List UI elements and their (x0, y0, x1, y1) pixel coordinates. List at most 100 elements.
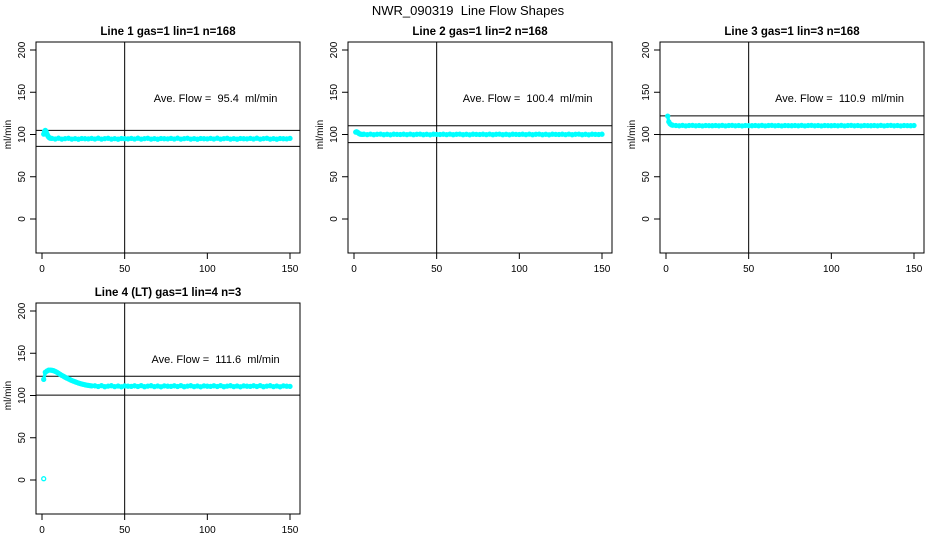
data-point (683, 123, 689, 129)
data-point (739, 123, 745, 129)
data-point (722, 123, 729, 129)
data-point (825, 122, 831, 129)
data-point (493, 131, 499, 137)
ave-flow-annotation: Ave. Flow = 100.4 ml/min (463, 93, 593, 105)
y-tick-label: 0 (329, 216, 340, 222)
data-point (831, 122, 838, 129)
y-tick-label: 200 (17, 41, 28, 58)
plot-box (347, 41, 613, 254)
data-point (145, 383, 151, 389)
data-point (868, 123, 874, 129)
data-point (699, 123, 706, 129)
plot-box (35, 41, 301, 254)
y-tick-label: 200 (641, 41, 652, 58)
data-point (477, 131, 483, 138)
data-point (264, 383, 270, 389)
data-point (82, 136, 88, 142)
y-tick-label: 50 (17, 432, 28, 444)
data-point (198, 135, 204, 142)
y-axis-label: ml/min (3, 381, 14, 410)
main-title: NWR_090319 Line Flow Shapes (371, 3, 565, 18)
data-point (881, 123, 887, 129)
data-point (729, 122, 735, 129)
y-tick-label: 150 (17, 344, 28, 361)
y-tick-label: 200 (329, 41, 340, 58)
data-point (241, 383, 247, 389)
subplot-title: Line 2 gas=1 lin=2 n=168 (412, 26, 548, 38)
y-tick-label: 50 (329, 171, 340, 183)
data-point (88, 383, 95, 389)
x-tick-label: 150 (282, 525, 299, 536)
data-point (669, 122, 676, 128)
data-point (539, 132, 546, 138)
data-point (795, 123, 801, 129)
data-point (762, 123, 768, 129)
data-point (122, 383, 128, 389)
data-point (184, 383, 191, 389)
data-point (549, 131, 556, 137)
data-point (904, 122, 911, 129)
data-point (204, 383, 210, 389)
data-point (102, 135, 108, 142)
data-point (841, 123, 848, 129)
data-point (712, 122, 719, 129)
data-point (755, 123, 762, 129)
data-point (400, 131, 407, 137)
data-point (371, 132, 377, 138)
data-point (765, 122, 772, 129)
data-point (871, 122, 877, 129)
data-point (280, 383, 287, 389)
data-point (361, 131, 367, 137)
data-point (689, 122, 696, 129)
data-point (141, 135, 148, 142)
data-point (665, 113, 671, 119)
data-point (805, 122, 811, 129)
y-tick-label: 150 (329, 83, 340, 100)
data-point (848, 122, 854, 129)
x-tick-label: 100 (823, 264, 840, 275)
data-point (414, 131, 420, 137)
data-point (592, 131, 599, 138)
data-point (158, 135, 164, 142)
data-point (237, 135, 244, 142)
data-point (533, 131, 539, 137)
y-axis-label: ml/min (627, 120, 638, 149)
data-point (676, 123, 682, 129)
data-point (769, 122, 775, 129)
data-point (579, 132, 585, 138)
data-point (391, 131, 397, 137)
x-tick-label: 50 (119, 525, 131, 536)
x-tick-label: 0 (663, 264, 669, 275)
x-tick-label: 0 (39, 525, 45, 536)
data-point (125, 383, 131, 389)
data-point (201, 136, 207, 142)
data-point (716, 123, 722, 129)
data-point (277, 135, 283, 142)
data-point (865, 122, 871, 129)
data-point (732, 123, 739, 129)
data-point (891, 123, 897, 129)
y-tick-label: 0 (17, 216, 28, 222)
data-point (599, 131, 605, 137)
x-tick-label: 50 (431, 264, 443, 275)
data-point (287, 135, 293, 142)
data-point (828, 123, 834, 129)
data-point (746, 122, 752, 129)
x-tick-label: 100 (199, 525, 216, 536)
data-point (490, 132, 496, 138)
data-point (559, 131, 565, 137)
data-point (244, 383, 250, 389)
data-point (165, 383, 171, 389)
data-point (470, 131, 476, 137)
data-point (789, 123, 795, 129)
data-point (224, 383, 230, 389)
x-tick-label: 100 (199, 264, 216, 275)
y-tick-label: 50 (641, 171, 652, 183)
data-point (437, 131, 443, 138)
data-point (861, 122, 868, 129)
data-point (569, 132, 575, 138)
ave-flow-annotation: Ave. Flow = 110.9 ml/min (775, 93, 904, 105)
data-point (851, 123, 858, 129)
data-point (822, 122, 828, 129)
data-point (802, 123, 808, 129)
